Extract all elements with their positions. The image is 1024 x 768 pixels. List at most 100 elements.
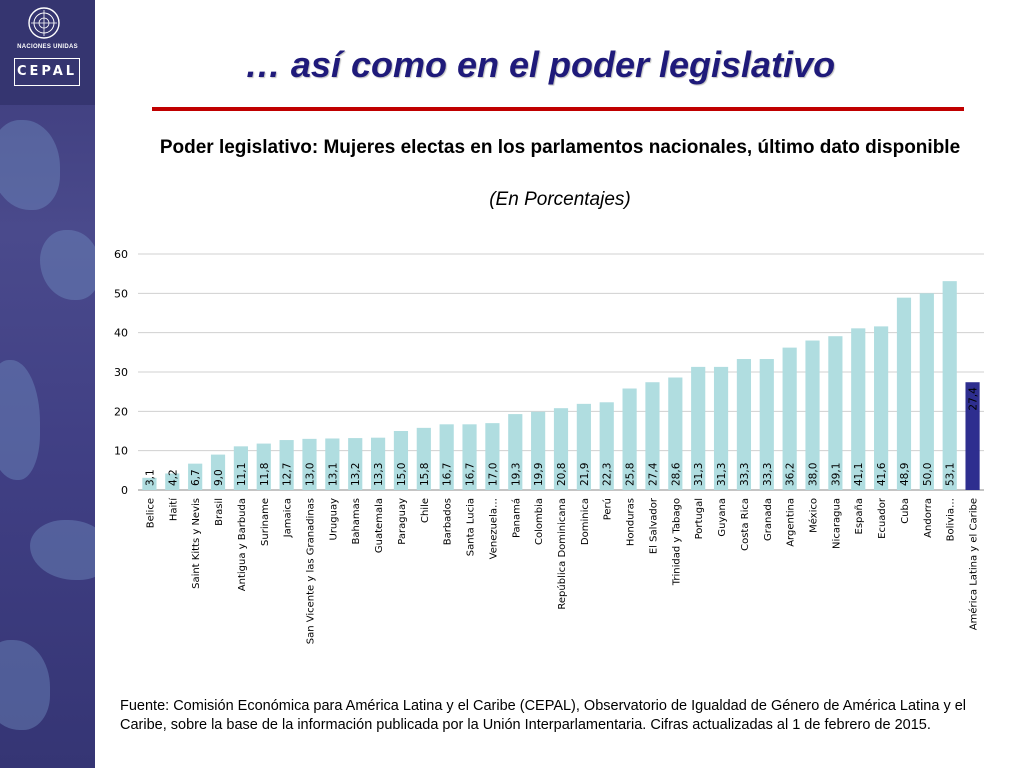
map-shape (0, 120, 60, 210)
bar (691, 366, 706, 490)
data-label: 11,1 (236, 463, 248, 486)
bar (370, 437, 386, 490)
bar (599, 402, 614, 490)
bar (348, 438, 363, 490)
bar (759, 359, 774, 490)
y-tick-label: 50 (114, 287, 128, 300)
bar (805, 340, 820, 490)
bar-chart: 0 10 20 30 40 50 60 3,1 Belice 4,2 Haití 6,7 Saint K… (114, 248, 984, 644)
x-tick-label: Ecuador (877, 497, 888, 539)
x-tick-label: Bahamas (351, 498, 362, 545)
bar (553, 408, 569, 490)
bar (485, 423, 500, 490)
data-label: 39,1 (830, 463, 842, 486)
bar (828, 336, 843, 490)
bar (256, 443, 271, 490)
data-label: 19,3 (510, 463, 522, 486)
bar (393, 431, 409, 490)
bar (576, 403, 591, 490)
x-tick-label: El Salvador (648, 497, 659, 554)
x-tick-label: Guatemala (374, 498, 385, 553)
x-tick-label: Belice (145, 498, 156, 528)
x-tick-label: Haití (167, 497, 179, 521)
bar (325, 438, 340, 490)
bar (188, 463, 203, 490)
x-tick-label: Uruguay (328, 498, 339, 541)
data-label: 41,6 (876, 462, 888, 486)
data-label: 13,1 (327, 463, 339, 486)
bar (210, 454, 226, 490)
x-tick-label: Trinidad y Tabago (671, 498, 682, 586)
data-label: 13,3 (373, 463, 385, 486)
data-label: 3,1 (144, 469, 156, 486)
logo-block: NACIONES UNIDAS CEPAL (0, 0, 95, 105)
x-tick-label: Santa Lucia (466, 498, 477, 556)
chart-title: Poder legislativo: Mujeres electas en lo… (159, 137, 961, 158)
x-tick-label: Saint Kitts y Nevis (191, 498, 202, 589)
map-shape (40, 230, 95, 300)
data-label: 27,4 (968, 387, 980, 411)
x-tick-label: Portugal (694, 498, 705, 539)
x-tick-label: Paraguay (397, 498, 408, 545)
bar (531, 411, 546, 490)
bar (416, 427, 431, 490)
cepal-logo: CEPAL (14, 58, 80, 86)
data-label: 16,7 (442, 463, 454, 486)
bar (508, 414, 523, 490)
un-logo-text: NACIONES UNIDAS (17, 44, 78, 50)
x-tick-label: Panamá (510, 498, 522, 538)
source-note: Fuente: Comisión Económica para América … (120, 698, 967, 733)
data-label: 41,1 (853, 463, 865, 486)
bar (165, 473, 180, 490)
un-emblem-icon (28, 7, 60, 39)
data-label: 27,4 (647, 462, 659, 486)
bar (439, 424, 454, 490)
data-label: 28,6 (670, 462, 682, 486)
data-label: 31,3 (716, 463, 728, 486)
map-shape (0, 360, 40, 480)
x-tick-label: Granada (763, 498, 774, 541)
y-tick-label: 40 (114, 327, 128, 340)
x-tick-label: Barbados (443, 498, 454, 545)
data-label: 12,7 (282, 463, 294, 486)
x-tick-label: Chile (420, 498, 431, 523)
data-label: 36,2 (785, 463, 797, 486)
x-tick-label: Perú (602, 498, 614, 520)
data-label: 21,9 (579, 463, 591, 486)
x-tick-label: Venezuela… (488, 498, 499, 559)
slide-title: … así como en el poder legislativo (244, 44, 836, 85)
data-label: 33,3 (762, 463, 774, 486)
bar (736, 359, 752, 490)
y-tick-label: 60 (114, 248, 128, 261)
bar (142, 477, 157, 490)
x-tick-label: México (808, 498, 820, 533)
data-label: 25,8 (625, 463, 637, 486)
x-tick-label: Cuba (900, 498, 911, 524)
x-tick-label: Colombia (534, 498, 545, 545)
chart-subtitle: (En Porcentajes) (489, 189, 631, 210)
bar (965, 382, 980, 490)
sidebar-map-panel: NACIONES UNIDAS CEPAL (0, 0, 95, 768)
bar (942, 281, 957, 490)
data-label: 22,3 (602, 463, 614, 486)
bar (622, 388, 637, 490)
x-tick-label: Antigua y Barbuda (237, 498, 248, 591)
y-tick-label: 20 (114, 405, 128, 418)
x-tick-label: Costa Rica (740, 498, 751, 551)
map-shape (30, 520, 95, 580)
data-label: 38,0 (808, 463, 820, 486)
x-tick-label: España (854, 498, 865, 534)
bar (874, 326, 889, 490)
bar (851, 328, 866, 490)
x-tick-label: Guyana (717, 498, 728, 537)
y-tick-label: 10 (114, 445, 128, 458)
x-tick-label: Argentina (786, 498, 797, 547)
bar (462, 424, 477, 490)
data-label: 15,8 (419, 463, 431, 486)
x-tick-label: Suriname (260, 498, 271, 546)
data-label: 31,3 (693, 463, 705, 486)
x-tick-label: Dominica (580, 498, 591, 545)
bar (302, 438, 317, 490)
data-label: 4,2 (167, 469, 179, 486)
data-label: 15,0 (396, 463, 408, 486)
